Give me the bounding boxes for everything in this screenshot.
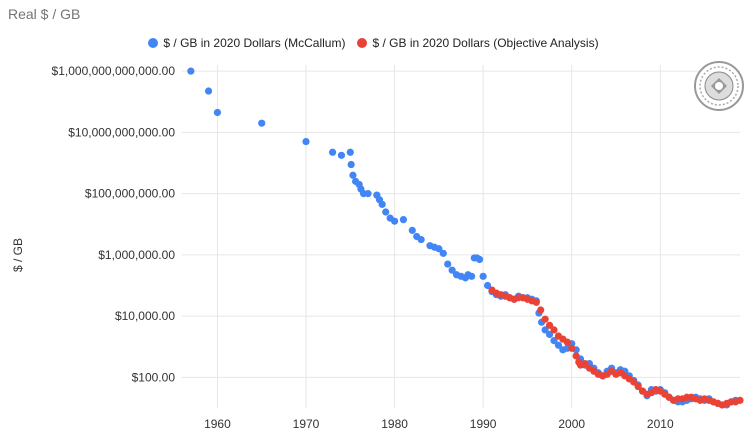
data-point-mccallum[interactable] [550, 337, 558, 345]
y-tick-label: $10,000.00 [115, 309, 175, 323]
data-point-mccallum[interactable] [541, 326, 549, 334]
data-point-mccallum[interactable] [337, 151, 346, 159]
data-point-mccallum[interactable] [213, 108, 222, 117]
data-point-mccallum[interactable] [483, 281, 492, 290]
data-point-mccallum[interactable] [346, 148, 354, 156]
y-tick-label: $10,000,000,000.00 [68, 125, 175, 139]
legend-item-mccallum[interactable]: $ / GB in 2020 Dollars (McCallum) [148, 36, 345, 50]
data-point-objective-analysis[interactable] [545, 321, 554, 329]
legend-item-objective-analysis[interactable]: $ / GB in 2020 Dollars (Objective Analys… [357, 36, 599, 50]
chart-title: Real $ / GB [8, 6, 81, 22]
data-point-mccallum[interactable] [444, 260, 452, 268]
data-point-mccallum[interactable] [204, 87, 213, 95]
y-tick-label: $100,000,000.00 [85, 187, 175, 201]
data-point-mccallum[interactable] [382, 208, 390, 216]
data-point-mccallum[interactable] [545, 330, 554, 339]
y-tick-labels: $100.00 $10,000.00 $1,000,000.00 $100,000,0… [52, 64, 176, 384]
data-point-objective-analysis[interactable] [634, 382, 642, 391]
data-point-mccallum[interactable] [347, 160, 355, 169]
data-point-mccallum[interactable] [476, 255, 484, 264]
data-point-mccallum[interactable] [258, 119, 266, 127]
x-tick-label: 1970 [293, 417, 320, 431]
data-point-objective-analysis[interactable] [736, 396, 744, 404]
x-tick-labels: 1960 1970 1980 1990 2000 2010 [204, 417, 674, 431]
data-point-mccallum[interactable] [399, 216, 408, 224]
data-point-objective-analysis[interactable] [630, 378, 638, 386]
data-point-mccallum[interactable] [435, 245, 443, 253]
legend: $ / GB in 2020 Dollars (McCallum) $ / GB… [0, 36, 747, 50]
grid [182, 65, 740, 408]
series-objective-analysis [488, 286, 744, 409]
data-point-objective-analysis[interactable] [537, 306, 545, 314]
x-tick-label: 1980 [381, 417, 408, 431]
data-point-mccallum[interactable] [439, 249, 447, 257]
data-point-objective-analysis[interactable] [572, 352, 580, 360]
x-tick-label: 1960 [204, 417, 231, 431]
data-point-mccallum[interactable] [378, 200, 386, 208]
data-point-objective-analysis[interactable] [568, 344, 576, 352]
x-tick-label: 2010 [647, 417, 674, 431]
data-point-mccallum[interactable] [302, 137, 310, 146]
data-point-objective-analysis[interactable] [563, 338, 571, 346]
data-points [187, 67, 744, 409]
x-tick-label: 2000 [558, 417, 585, 431]
legend-label-objective-analysis: $ / GB in 2020 Dollars (Objective Analys… [372, 36, 599, 50]
data-point-mccallum[interactable] [554, 341, 563, 349]
data-point-mccallum[interactable] [349, 171, 357, 179]
data-point-mccallum[interactable] [328, 148, 337, 156]
data-point-objective-analysis[interactable] [541, 315, 549, 323]
data-point-mccallum[interactable] [448, 266, 456, 274]
data-point-mccallum[interactable] [187, 67, 195, 75]
data-point-mccallum[interactable] [417, 235, 425, 244]
data-point-objective-analysis[interactable] [581, 359, 589, 368]
x-tick-label: 1990 [470, 417, 497, 431]
data-point-mccallum[interactable] [468, 272, 476, 280]
watermark-seal-icon [694, 61, 744, 111]
y-tick-label: $100.00 [132, 370, 176, 384]
y-tick-label: $1,000,000.00 [98, 248, 175, 262]
y-axis-label: $ / GB [11, 238, 25, 272]
data-point-mccallum[interactable] [390, 217, 399, 225]
data-point-mccallum[interactable] [479, 272, 487, 280]
legend-marker-blue-icon [148, 38, 159, 48]
series-mccallum [187, 67, 740, 409]
data-point-objective-analysis[interactable] [532, 298, 540, 306]
data-point-objective-analysis[interactable] [550, 326, 558, 334]
data-point-mccallum[interactable] [364, 190, 372, 198]
y-tick-label: $1,000,000,000,000.00 [52, 64, 176, 78]
data-point-mccallum[interactable] [408, 226, 416, 234]
legend-label-mccallum: $ / GB in 2020 Dollars (McCallum) [163, 36, 346, 50]
legend-marker-red-icon [357, 38, 368, 48]
